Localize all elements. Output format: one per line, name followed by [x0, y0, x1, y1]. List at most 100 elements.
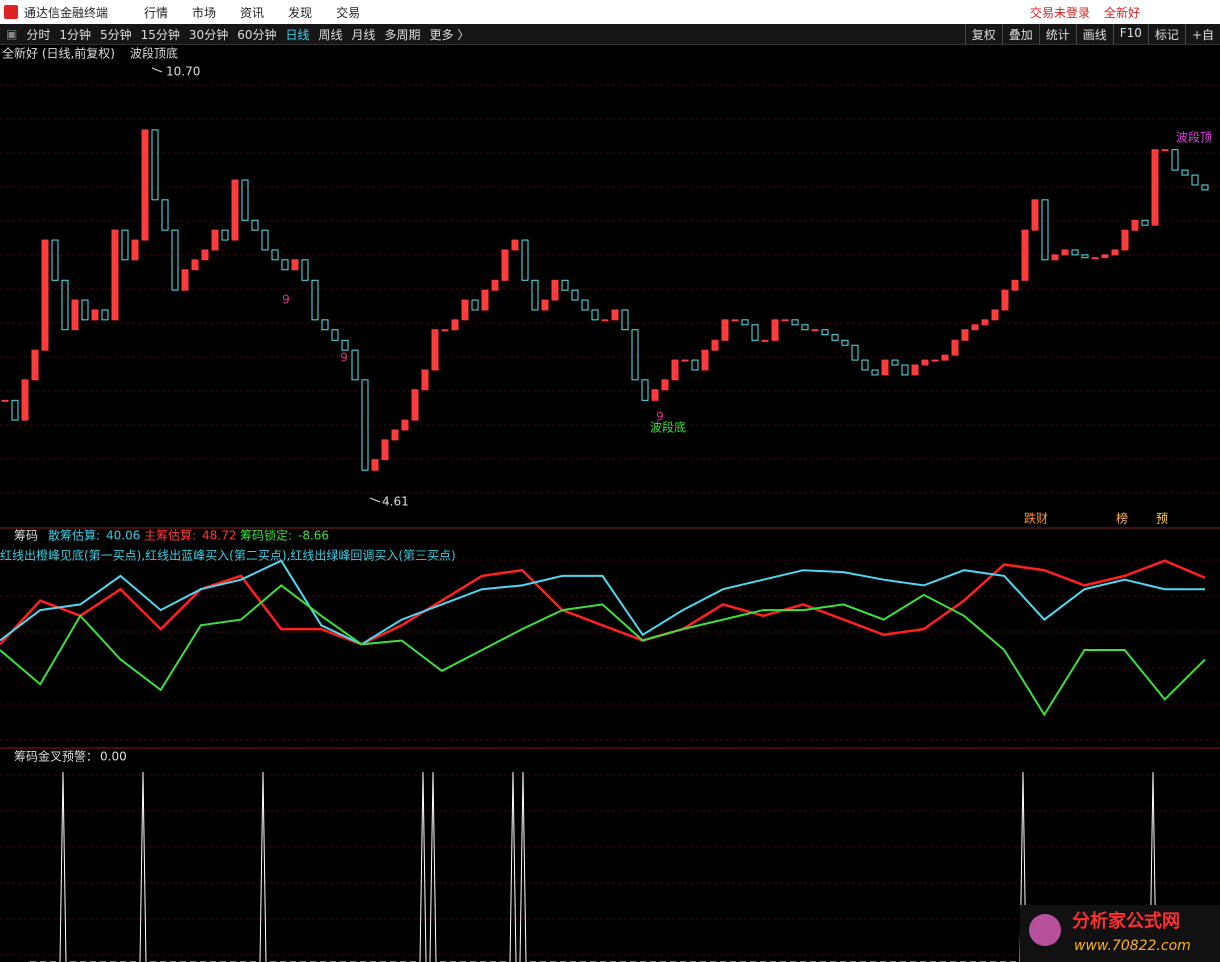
signal-spike	[1149, 771, 1157, 962]
candle	[321, 319, 329, 331]
candle	[1091, 257, 1099, 260]
period-tab[interactable]: 周线	[318, 27, 343, 42]
menu-item[interactable]: 行情	[144, 5, 169, 20]
menu-item[interactable]: 市场	[192, 5, 217, 20]
candle	[841, 339, 849, 346]
candle	[691, 359, 699, 371]
period-tab[interactable]: 更多 〉	[429, 27, 470, 42]
candle	[1141, 219, 1149, 226]
app-title: 通达信金融终端	[24, 5, 109, 20]
candle	[1001, 289, 1009, 311]
period-tab[interactable]: 多周期	[384, 27, 421, 42]
event-tag: 跌财	[1024, 511, 1048, 526]
candle	[461, 299, 469, 321]
menu-bar: 通达信金融终端 行情 市场 资讯 发现 交易 交易未登录 全新好	[0, 0, 1220, 24]
signal-spike	[429, 771, 437, 962]
candle	[941, 354, 949, 361]
candle	[91, 309, 99, 321]
candle	[781, 319, 789, 322]
candle	[371, 459, 379, 471]
candle	[811, 329, 819, 332]
period-tab[interactable]: 分时	[26, 27, 51, 42]
candle	[601, 319, 609, 322]
signal-spike	[259, 771, 267, 962]
candle	[591, 309, 599, 321]
candle	[771, 319, 779, 341]
legend-note: 红线出橙峰见底(第一买点),红线出蓝峰买入(第二买点),红线出绿峰回调买入(第三…	[0, 548, 456, 563]
candle	[761, 339, 769, 342]
signal-spike	[509, 771, 517, 962]
chart-title: 全新好 (日线,前复权)	[2, 46, 115, 61]
candle	[161, 199, 169, 231]
candle	[1121, 229, 1129, 251]
indicator-line	[0, 559, 1205, 646]
candle	[831, 334, 839, 341]
candle	[791, 319, 799, 326]
candle	[51, 239, 59, 281]
candle	[471, 299, 479, 311]
candle	[21, 379, 29, 421]
login-status[interactable]: 交易未登录	[1029, 6, 1090, 20]
candle	[441, 329, 449, 332]
candle	[631, 329, 639, 381]
period-tab[interactable]: 日线	[285, 27, 310, 42]
logo	[4, 5, 18, 19]
stat-label: 主筹估算:	[144, 528, 196, 543]
user[interactable]: 全新好	[1103, 6, 1140, 20]
candle	[421, 369, 429, 391]
tool-button[interactable]: 复权	[964, 24, 1002, 45]
alert-value: 0.00	[100, 750, 127, 764]
candle	[281, 259, 289, 271]
candle	[431, 329, 439, 371]
period-tab[interactable]: 60分钟	[237, 27, 277, 42]
candle	[501, 249, 509, 281]
candle	[951, 339, 959, 356]
period-tab[interactable]: 5分钟	[100, 27, 132, 42]
candle	[681, 359, 689, 362]
candle	[661, 379, 669, 391]
stat-value: 40.06	[106, 529, 140, 543]
candle	[921, 359, 929, 366]
period-tab[interactable]: 1分钟	[59, 27, 91, 42]
tool-button[interactable]: F10	[1112, 24, 1148, 45]
candle	[801, 324, 809, 331]
candle	[1181, 169, 1189, 176]
tool-button[interactable]: 画线	[1075, 24, 1113, 45]
candle	[971, 324, 979, 331]
candle	[191, 259, 199, 271]
top-label: 波段顶	[1176, 130, 1212, 145]
menu-item[interactable]: 发现	[288, 5, 313, 20]
period-tab[interactable]: 月线	[351, 27, 376, 42]
candle	[1081, 254, 1089, 259]
candle	[1151, 149, 1159, 226]
candle	[131, 239, 139, 261]
tool-button[interactable]: +自	[1184, 24, 1220, 45]
candle	[411, 389, 419, 421]
menu-item[interactable]: 交易	[336, 5, 361, 20]
candle	[991, 309, 999, 321]
stat-value: -8.66	[298, 529, 329, 543]
candle	[221, 229, 229, 241]
period-tab[interactable]: 15分钟	[140, 27, 180, 42]
candle	[1061, 249, 1069, 256]
signal-spike	[1019, 771, 1027, 962]
watermark-url: www.70822.com	[1074, 938, 1191, 954]
candle	[71, 299, 79, 331]
menu-item[interactable]: 资讯	[240, 5, 265, 20]
tool-button[interactable]: 统计	[1038, 24, 1076, 45]
candle	[391, 429, 399, 441]
candle	[121, 229, 129, 261]
period-tab[interactable]: 30分钟	[188, 27, 229, 42]
tool-button[interactable]: 标记	[1147, 24, 1185, 45]
candle	[621, 309, 629, 331]
tool-button[interactable]: 叠加	[1001, 24, 1039, 45]
candle	[551, 279, 559, 301]
candle	[241, 179, 249, 221]
candle	[1051, 254, 1059, 261]
candle	[1101, 254, 1109, 259]
candle	[81, 299, 89, 321]
candle	[851, 344, 859, 361]
candle	[301, 259, 309, 281]
candle	[711, 339, 719, 351]
count-label: 9	[656, 410, 664, 424]
